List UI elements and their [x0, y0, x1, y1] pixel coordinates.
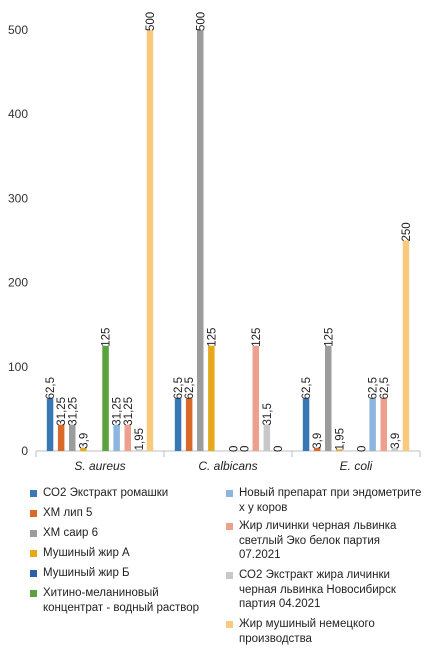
legend-swatch — [226, 572, 233, 579]
legend-swatch — [30, 530, 37, 537]
legend-item: СО2 Экстракт жира личинки черная львинка… — [226, 568, 422, 612]
bar — [208, 345, 215, 451]
y-tick-label: 400 — [8, 107, 28, 121]
bar — [69, 424, 76, 451]
legend-swatch — [30, 550, 37, 557]
data-label: 125 — [206, 328, 218, 347]
legend-label: СО2 Экстракт ромашки — [43, 487, 169, 499]
data-label: 31,5 — [262, 403, 274, 425]
legend-label: ХМ саир 6 — [43, 527, 99, 539]
legend-swatch — [226, 490, 233, 497]
x-category-label: C. albicans — [198, 459, 257, 470]
legend-label: СО2 Экстракт жира личинки черная львинка… — [239, 569, 396, 610]
data-label: 31,25 — [123, 397, 135, 426]
legend-item: Хитино-меланиновый концентрат - водный р… — [30, 586, 220, 615]
legend-swatch — [30, 570, 37, 577]
bar — [313, 447, 321, 451]
x-category-label: E. coli — [340, 459, 373, 470]
data-label: 62,5 — [184, 377, 196, 399]
legend-item: Мушиный жир Б — [30, 566, 220, 581]
legend-label: Новый препарат при эндометрите х у коров — [239, 487, 422, 514]
legend-item: Жир личинки черная львинка светлый Эко б… — [226, 519, 422, 563]
bar — [124, 424, 131, 451]
bar — [146, 30, 154, 451]
bar — [325, 345, 332, 451]
bar — [185, 398, 193, 451]
bar — [302, 398, 310, 451]
legend-swatch — [30, 490, 37, 497]
data-label: 3,9 — [312, 433, 324, 449]
legend-label: Мушиный жир А — [43, 547, 130, 559]
data-label: 0 — [273, 446, 285, 452]
legend-item: Новый препарат при эндометрите х у коров — [226, 486, 422, 515]
bar — [263, 424, 271, 451]
bar — [197, 30, 204, 451]
data-label: 31,25 — [67, 397, 79, 426]
data-label: 31,25 — [112, 397, 124, 426]
bar — [135, 449, 143, 451]
legend-item: СО2 Экстракт ромашки — [30, 486, 220, 501]
legend-swatch — [226, 621, 233, 628]
legend-label: Жир личинки черная львинка светлый Эко б… — [239, 520, 397, 561]
bar — [252, 345, 259, 451]
bar — [80, 447, 87, 451]
legend-label: ХМ лип 5 — [43, 507, 93, 519]
bar — [113, 424, 120, 451]
data-label: 125 — [101, 328, 113, 347]
bar — [46, 398, 54, 451]
bar-chart: 0 100 200 300 400 500 S. aureus C. albicans E. c… — [8, 12, 421, 470]
data-label: 62,5 — [45, 377, 57, 399]
legend-swatch — [30, 590, 37, 597]
y-tick-label: 0 — [21, 444, 28, 458]
legend-item: ХМ саир 6 — [30, 526, 220, 541]
data-label: 125 — [251, 328, 263, 347]
legend-swatch — [30, 510, 37, 517]
data-label: 250 — [401, 222, 413, 241]
legend-item: Мушиный жир А — [30, 546, 220, 561]
data-label: 500 — [195, 12, 207, 31]
data-label: 3,9 — [78, 433, 90, 449]
data-label: 62,5 — [379, 377, 391, 399]
bar — [336, 449, 343, 451]
data-label: 125 — [323, 328, 335, 347]
bar — [402, 240, 410, 451]
y-tick-label: 300 — [8, 191, 28, 205]
data-label: 1,95 — [334, 428, 346, 450]
legend-label: Жир мушиный немецкого производства — [239, 618, 375, 645]
data-label: 1,95 — [134, 428, 146, 450]
chart-svg: 0 100 200 300 400 500 S. aureus C. albicans E. c… — [8, 12, 421, 470]
legend-label: Мушиный жир Б — [43, 567, 130, 579]
legend-label: Хитино-меланиновый концентрат - водный р… — [43, 587, 200, 614]
bar — [102, 345, 109, 451]
bar — [57, 424, 65, 451]
data-label: 62,5 — [368, 377, 380, 399]
bar — [380, 398, 387, 451]
bar — [369, 398, 376, 451]
data-label: 0 — [240, 446, 252, 452]
data-label: 31,25 — [56, 397, 68, 426]
legend-item: Жир мушиный немецкого производства — [226, 617, 422, 646]
legend-item: ХМ лип 5 — [30, 506, 220, 521]
data-label: 62,5 — [301, 377, 313, 399]
y-tick-label: 500 — [8, 23, 28, 37]
bar — [391, 447, 399, 451]
chart-legend: СО2 Экстракт ромашки ХМ лип 5 ХМ саир 6 Муш… — [30, 486, 422, 656]
data-label: 3,9 — [390, 433, 402, 449]
y-tick-label: 100 — [8, 360, 28, 374]
legend-swatch — [226, 523, 233, 530]
data-label: 0 — [357, 446, 369, 452]
data-label: 500 — [145, 12, 157, 31]
y-tick-label: 200 — [8, 276, 28, 290]
data-label: 0 — [229, 446, 241, 452]
x-category-label: S. aureus — [74, 459, 125, 470]
data-label: 62,5 — [173, 377, 185, 399]
bar — [174, 398, 182, 451]
